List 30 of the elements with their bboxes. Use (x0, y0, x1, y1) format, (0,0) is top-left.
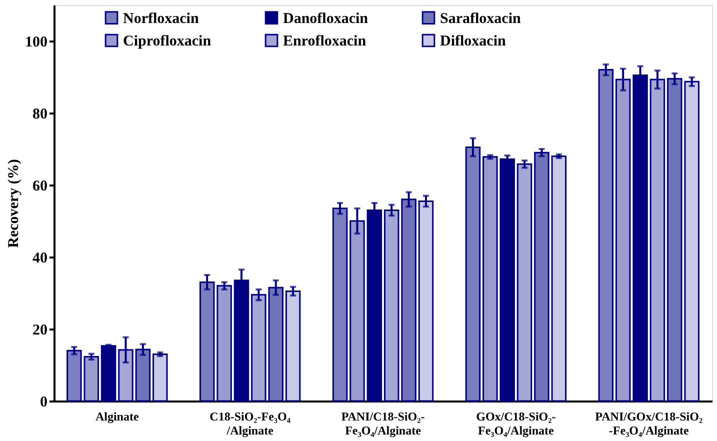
x-tick-label: C18-SiO₂-Fe₃O₄ /Alginate (210, 410, 291, 438)
bar (516, 163, 532, 402)
bar (332, 208, 348, 402)
legend-label: Norfloxacin (123, 10, 200, 27)
bar (152, 353, 168, 402)
legend-label: Danofloxacin (283, 10, 369, 27)
legend-label: Enrofloxacin (283, 34, 367, 50)
legend-label: Difloxacin (440, 34, 506, 50)
bar (551, 155, 567, 402)
y-tick-label: 40 (32, 250, 48, 266)
y-tick-label: 0 (40, 394, 48, 410)
bar (285, 290, 301, 402)
bar (598, 69, 614, 402)
bar (418, 200, 434, 402)
bar (135, 348, 151, 402)
legend-label: Sarafloxacin (440, 10, 522, 27)
y-tick-label: 100 (25, 34, 48, 50)
bar (216, 285, 232, 402)
y-tick-label: 80 (32, 106, 48, 122)
x-tick-label: GOx/C18-SiO₂- Fe₃O₄/Alginate (476, 410, 556, 438)
bar (384, 209, 400, 402)
y-axis-title: Recovery (%) (6, 159, 22, 248)
legend-label: Ciprofloxacin (123, 34, 212, 50)
y-tick-label: 60 (32, 178, 48, 194)
x-tick-label: PANI/GOx/C18-SiO₂ -Fe₃O₄/Alginate (595, 410, 703, 438)
bar (100, 345, 116, 402)
y-tick-label: 20 (32, 322, 48, 338)
x-tick-label: Alginate (95, 410, 140, 424)
bar (534, 152, 550, 402)
x-tick-label: PANI/C18-SiO₂- Fe₃O₄/Alginate (341, 410, 425, 438)
